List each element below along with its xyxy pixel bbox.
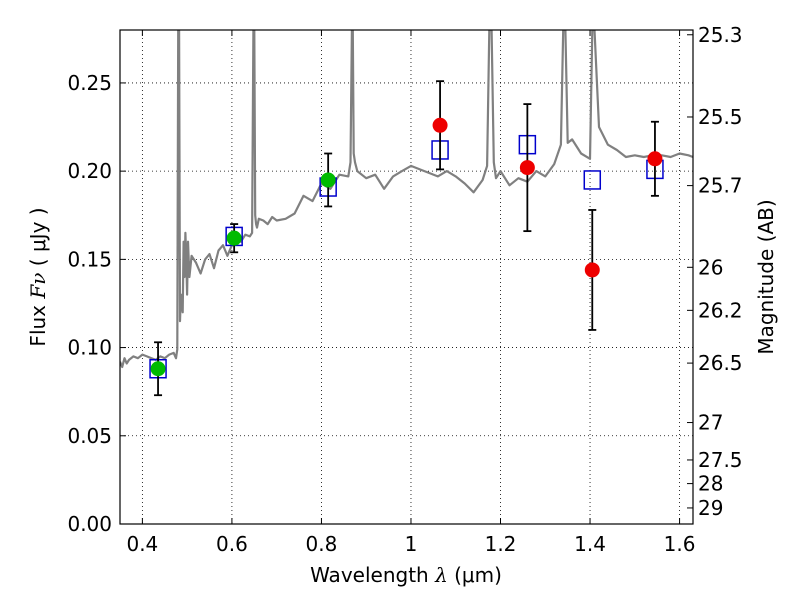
y-tick-label: 0.00 [67,512,112,536]
y2-tick-label: 25.3 [698,23,743,47]
y2-tick-label: 26 [698,255,723,279]
photometry-point [150,361,166,377]
y-tick-label: 0.25 [67,71,112,95]
x-tick-label: 0.4 [126,532,158,556]
photometry-point [432,117,448,133]
photometry-point [584,262,600,278]
tick-labels: 0.4 0.6 0.8 1 1.2 1.4 1.6 0.00 0.05 0.10 0.15 0.20 0… [67,23,742,556]
ticks [120,30,693,525]
y2-tick-label: 28 [698,472,723,496]
x-tick-label: 1.4 [574,532,606,556]
x-tick-label: 0.8 [306,532,338,556]
plot-area [120,30,693,524]
y2-tick-label: 27.5 [698,448,743,472]
plot-frame [119,29,694,525]
y2-tick-label: 29 [698,496,723,520]
y-tick-label: 0.05 [67,424,112,448]
x-tick-label: 1 [405,532,418,556]
y-tick-label: 0.20 [67,159,112,183]
y-tick-label: 0.10 [67,336,112,360]
y-tick-label: 0.15 [67,247,112,271]
y2-tick-label: 25.5 [698,105,743,129]
y2-tick-label: 26.5 [698,351,743,375]
y2-tick-label: 25.7 [698,174,743,198]
plot-content [120,30,693,397]
y2-tick-label: 27 [698,411,723,435]
photometry-point [320,172,336,188]
x-axis-title: Wavelength λ (μm) [310,563,502,587]
x-tick-label: 1.6 [664,532,696,556]
photometry-point [226,230,242,246]
y2-tick-label: 26.2 [698,298,743,322]
y2-axis-title: Magnitude (AB) [754,199,778,354]
photometry-point [647,151,663,167]
x-tick-label: 1.2 [485,532,517,556]
x-tick-label: 0.6 [216,532,248,556]
y-axis-title: Flux Fν ( μJy ) [26,207,50,346]
model-square-point [583,170,602,190]
photometry-point [519,160,535,176]
sed-line [120,30,693,369]
